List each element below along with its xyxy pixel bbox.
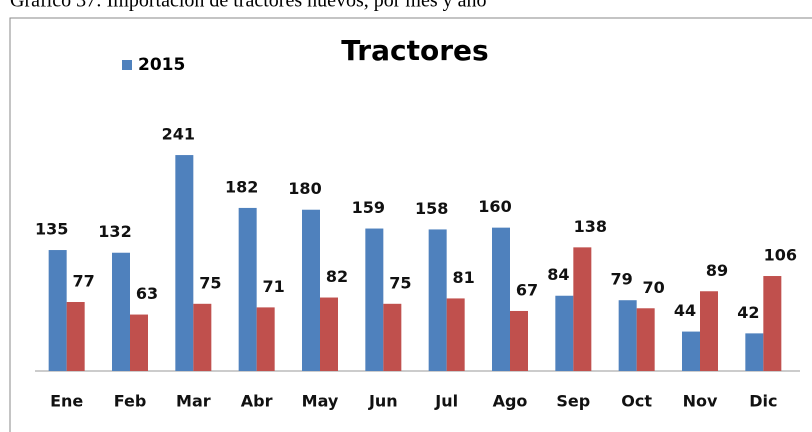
bar: [365, 228, 384, 371]
value-label: 75: [199, 273, 221, 292]
x-tick-label: Oct: [621, 392, 652, 411]
x-tick-label: Nov: [683, 392, 718, 411]
x-tick-label: Mar: [176, 392, 211, 411]
bar: [682, 331, 700, 371]
x-tick-label: Sep: [556, 392, 590, 411]
chart-title: Tractores: [341, 34, 488, 67]
value-label: 42: [737, 303, 759, 322]
bar: [618, 300, 637, 371]
bar: [112, 252, 130, 371]
bar: [492, 227, 510, 371]
value-label: 132: [98, 222, 131, 241]
bar: [763, 276, 782, 371]
bar: [48, 250, 67, 371]
x-tick-label: Ene: [50, 392, 83, 411]
value-label: 89: [706, 261, 728, 280]
legend-swatch: [122, 60, 132, 70]
value-label: 182: [225, 177, 258, 196]
bar: [446, 298, 465, 371]
legend-label: 2015: [138, 55, 185, 75]
bar: [238, 207, 257, 371]
bar: [320, 297, 338, 371]
bar: [700, 291, 718, 371]
bar: [383, 303, 402, 371]
x-tick-label: Jun: [368, 392, 398, 411]
value-label: 106: [764, 246, 797, 265]
value-label: 135: [35, 220, 68, 239]
value-label: 81: [453, 268, 475, 287]
value-label: 71: [263, 277, 285, 296]
x-tick-label: May: [302, 392, 339, 411]
caption: Gráfico 37: Importación de tractores nue…: [10, 0, 487, 12]
bar: [573, 247, 592, 371]
value-label: 77: [73, 272, 95, 291]
value-label: 79: [611, 270, 633, 289]
bar: [130, 314, 148, 371]
x-tick-label: Dic: [749, 392, 777, 411]
bar: [636, 308, 655, 371]
value-label: 84: [547, 265, 569, 284]
bar: [175, 155, 194, 371]
bar: [256, 307, 275, 371]
bar: [302, 209, 320, 371]
bar: [428, 229, 447, 371]
value-label: 82: [326, 267, 348, 286]
value-label: 67: [516, 280, 538, 299]
value-label: 159: [352, 198, 385, 217]
value-label: 138: [574, 217, 607, 236]
x-tick-label: Ago: [493, 392, 528, 411]
bar: [510, 310, 528, 371]
value-label: 158: [415, 199, 448, 218]
value-label: 70: [643, 278, 665, 297]
x-tick-label: Abr: [241, 392, 273, 411]
bar: [555, 295, 574, 371]
bar: [193, 303, 212, 371]
x-tick-label: Feb: [114, 392, 147, 411]
bar: [66, 302, 85, 371]
value-label: 44: [674, 301, 696, 320]
x-tick-label: Jul: [434, 392, 458, 411]
value-label: 180: [288, 179, 321, 198]
value-label: 160: [478, 197, 511, 216]
value-label: 241: [162, 125, 195, 144]
value-label: 75: [389, 273, 411, 292]
bar: [745, 333, 764, 371]
value-label: 63: [136, 284, 158, 303]
